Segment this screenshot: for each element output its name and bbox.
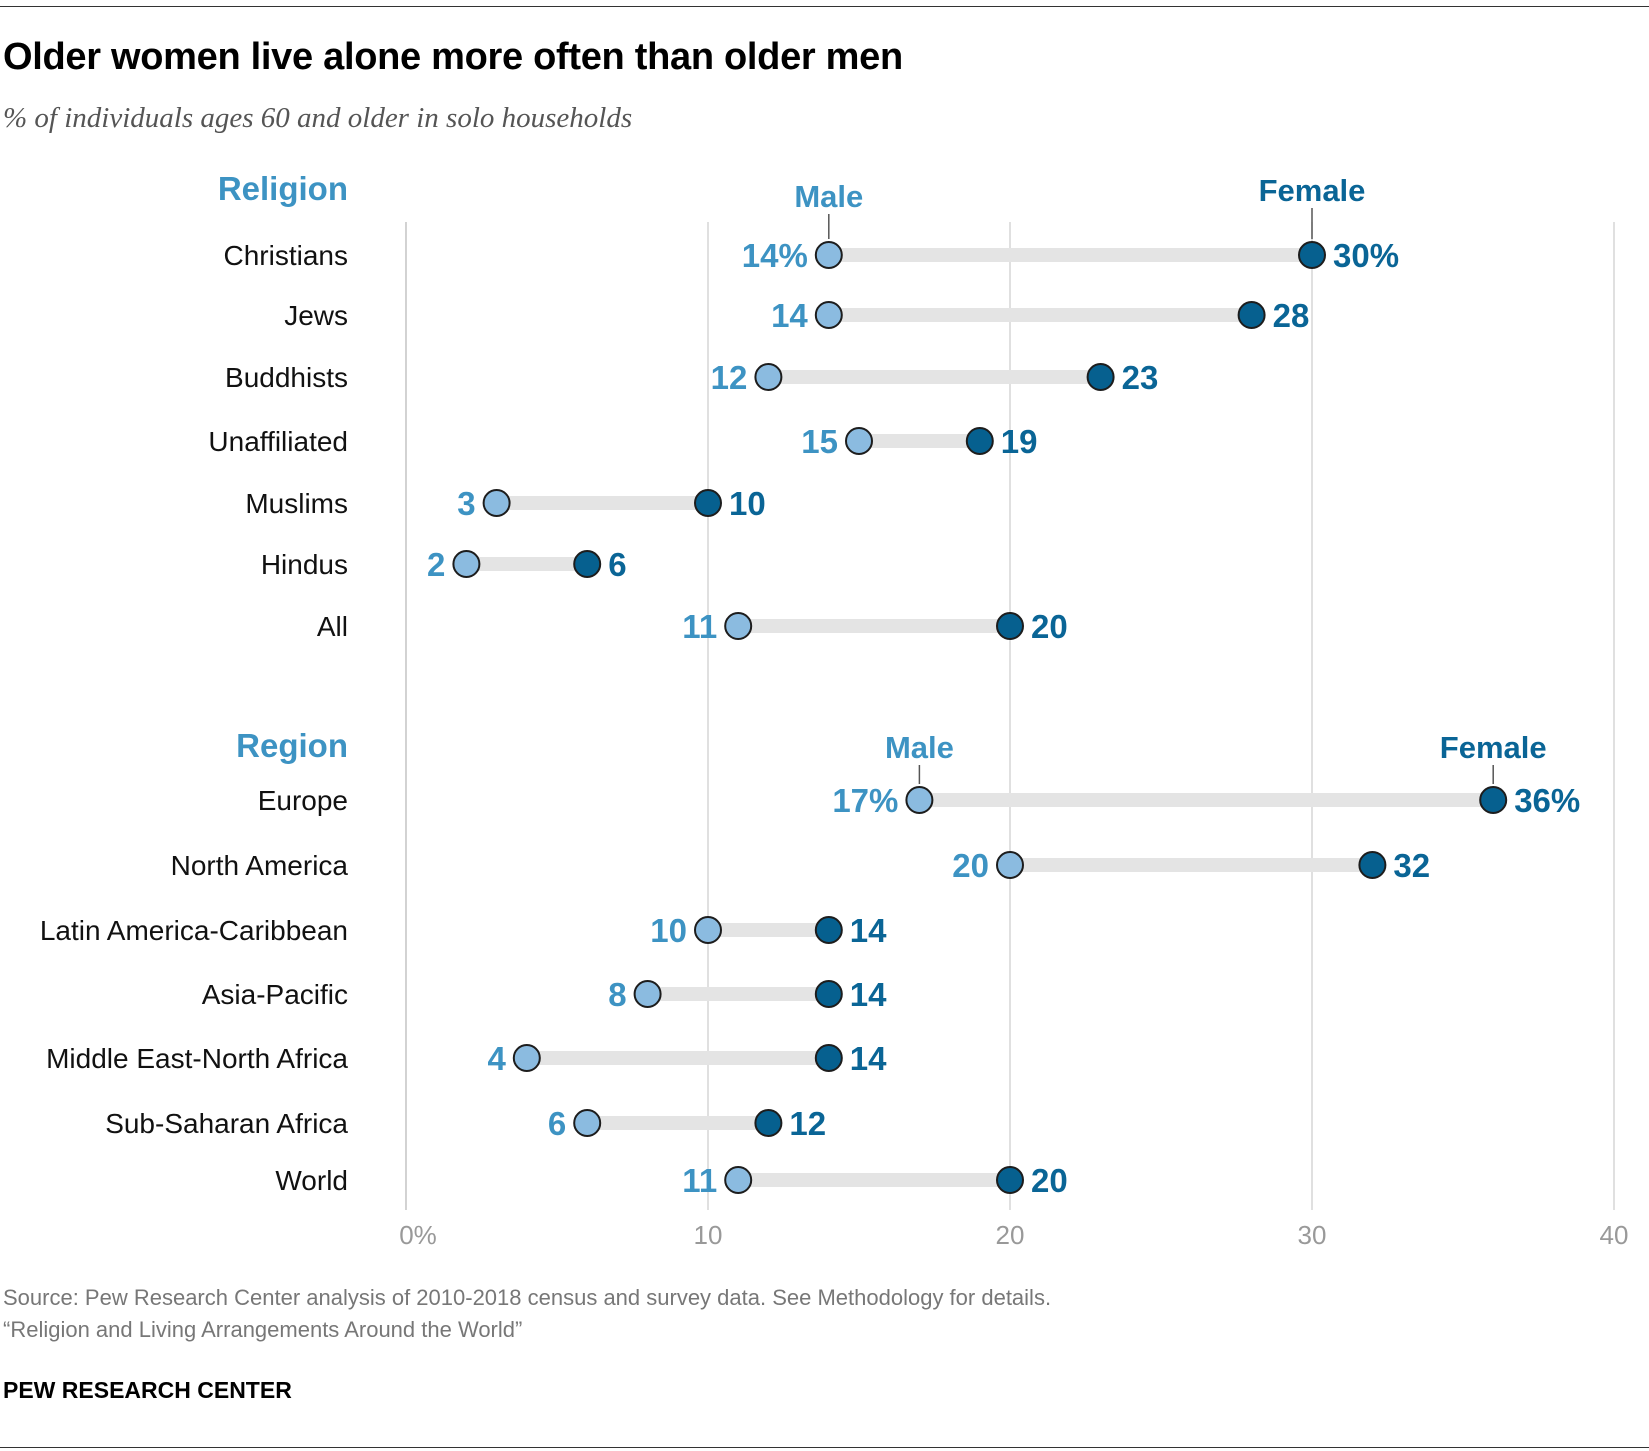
- source-note: Source: Pew Research Center analysis of …: [3, 1285, 1052, 1310]
- male-value-label: 20: [952, 847, 989, 884]
- female-dot: [1479, 786, 1508, 814]
- male-value-label: 10: [650, 912, 687, 949]
- female-value-label: 10: [729, 485, 766, 522]
- category-label: Muslims: [245, 488, 348, 519]
- male-value-label: 14: [771, 297, 808, 334]
- category-label: Buddhists: [225, 362, 348, 393]
- female-value-label: 28: [1273, 297, 1310, 334]
- female-dot: [1358, 851, 1387, 879]
- male-value-label: 11: [682, 1162, 717, 1199]
- male-value-label: 17%: [832, 782, 898, 819]
- group-heading: Religion: [218, 170, 348, 207]
- x-tick-label: 40: [1600, 1220, 1629, 1250]
- category-label: Asia-Pacific: [202, 979, 348, 1010]
- female-value-label: 14: [850, 912, 887, 949]
- female-value-label: 36%: [1514, 782, 1580, 819]
- male-value-label: 6: [548, 1105, 566, 1142]
- female-dot: [754, 1109, 783, 1137]
- male-dot: [512, 1044, 541, 1072]
- report-title: “Religion and Living Arrangements Around…: [3, 1317, 523, 1342]
- x-tick-label: 20: [996, 1220, 1025, 1250]
- category-label: North America: [171, 850, 349, 881]
- legend-female-label: Female: [1440, 730, 1547, 765]
- female-dot: [1237, 301, 1266, 329]
- male-dot: [905, 786, 934, 814]
- female-value-label: 14: [850, 976, 887, 1013]
- category-label: Europe: [258, 785, 348, 816]
- female-dot: [814, 1044, 843, 1072]
- category-label: Sub-Saharan Africa: [105, 1108, 348, 1139]
- female-dot: [1298, 241, 1326, 269]
- female-dot: [814, 916, 843, 944]
- male-value-label: 12: [711, 359, 748, 396]
- x-tick-label: 0%: [399, 1220, 437, 1250]
- x-tick-label: 30: [1298, 1220, 1327, 1250]
- female-dot: [573, 550, 602, 578]
- female-value-label: 30%: [1333, 237, 1399, 274]
- male-dot: [724, 1166, 753, 1194]
- male-dot: [694, 916, 722, 944]
- male-value-label: 14%: [742, 237, 808, 274]
- bottom-rule: [0, 1447, 1649, 1448]
- legend-male-label: Male: [794, 179, 863, 214]
- legend-female-label: Female: [1259, 173, 1366, 208]
- top-rule: [0, 6, 1649, 7]
- female-value-label: 14: [850, 1040, 887, 1077]
- male-value-label: 11: [682, 608, 717, 645]
- chart-title: Older women live alone more often than o…: [3, 36, 903, 78]
- male-value-label: 15: [801, 423, 838, 460]
- male-dot: [452, 550, 481, 578]
- group-heading: Region: [236, 727, 348, 764]
- male-value-label: 2: [427, 546, 445, 583]
- female-dot: [996, 612, 1024, 640]
- male-dot: [724, 612, 753, 640]
- male-dot: [633, 980, 662, 1008]
- male-dot: [482, 489, 511, 517]
- male-value-label: 8: [608, 976, 626, 1013]
- chart-subtitle: % of individuals ages 60 and older in so…: [3, 102, 633, 134]
- category-label: All: [317, 611, 348, 642]
- category-label: Unaffiliated: [208, 426, 348, 457]
- female-value-label: 20: [1031, 608, 1068, 645]
- female-value-label: 12: [789, 1105, 826, 1142]
- x-tick-label: 10: [694, 1220, 723, 1250]
- pew-logo-text: PEW RESEARCH CENTER: [3, 1377, 292, 1403]
- category-label: Christians: [224, 240, 348, 271]
- male-dot: [814, 301, 843, 329]
- female-value-label: 19: [1001, 423, 1038, 460]
- male-dot: [996, 851, 1024, 879]
- female-value-label: 20: [1031, 1162, 1068, 1199]
- female-value-label: 23: [1122, 359, 1159, 396]
- male-dot: [573, 1109, 602, 1137]
- female-dot: [996, 1166, 1024, 1194]
- male-dot: [814, 241, 843, 269]
- male-dot: [845, 427, 873, 455]
- male-value-label: 4: [487, 1040, 506, 1077]
- male-dot: [754, 363, 783, 391]
- category-label: Hindus: [261, 549, 348, 580]
- female-value-label: 32: [1393, 847, 1430, 884]
- female-dot: [814, 980, 843, 1008]
- male-value-label: 3: [457, 485, 475, 522]
- female-dot: [965, 427, 994, 455]
- category-label: Middle East-North Africa: [46, 1043, 348, 1074]
- category-label: Jews: [284, 300, 348, 331]
- category-label: Latin America-Caribbean: [40, 915, 348, 946]
- female-value-label: 6: [608, 546, 626, 583]
- legend-male-label: Male: [885, 730, 954, 765]
- dot-plot-chart: 0% 10 20 30 40 Religion Male Female Christians 14…: [40, 170, 1629, 1250]
- female-dot: [694, 489, 722, 517]
- female-dot: [1086, 363, 1115, 391]
- category-label: World: [275, 1165, 348, 1196]
